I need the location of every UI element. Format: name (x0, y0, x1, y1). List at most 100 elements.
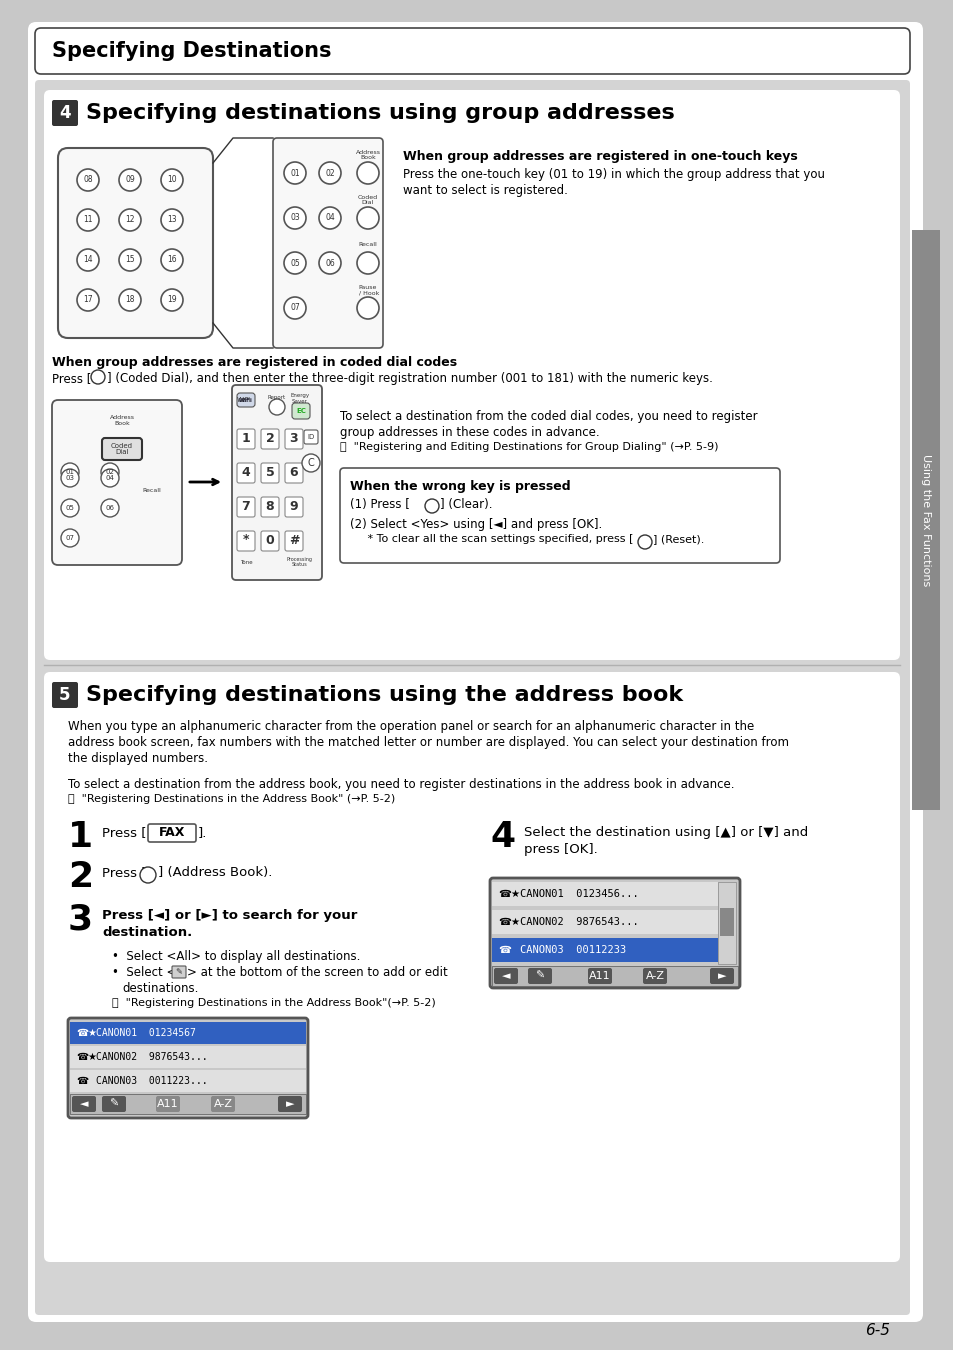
Text: destination.: destination. (102, 926, 193, 940)
Text: destinations.: destinations. (122, 981, 198, 995)
Text: When you type an alphanumeric character from the operation panel or search for a: When you type an alphanumeric character … (68, 720, 754, 733)
Text: WiFi: WiFi (236, 397, 251, 404)
Text: ⓘ  "Registering Destinations in the Address Book" (→P. 5-2): ⓘ "Registering Destinations in the Addre… (68, 794, 395, 805)
Text: 17: 17 (83, 296, 92, 305)
FancyBboxPatch shape (236, 531, 254, 551)
Circle shape (318, 252, 340, 274)
Text: 09: 09 (125, 176, 134, 185)
FancyBboxPatch shape (339, 468, 780, 563)
Bar (70, 1094, 306, 1114)
FancyBboxPatch shape (642, 968, 666, 984)
Circle shape (356, 297, 378, 319)
FancyBboxPatch shape (172, 967, 186, 977)
FancyBboxPatch shape (277, 1096, 302, 1112)
Text: Energy
Saver: Energy Saver (290, 393, 309, 404)
Text: 05: 05 (290, 258, 299, 267)
Text: FAX: FAX (158, 826, 185, 840)
Circle shape (638, 535, 651, 549)
Text: 13: 13 (167, 216, 176, 224)
Text: want to select is registered.: want to select is registered. (402, 184, 567, 197)
Text: 5: 5 (59, 686, 71, 703)
Text: > at the bottom of the screen to add or edit: > at the bottom of the screen to add or … (187, 967, 447, 979)
FancyBboxPatch shape (28, 22, 923, 1322)
Text: Address
Book: Address Book (355, 150, 380, 161)
Text: 01: 01 (66, 468, 74, 475)
FancyBboxPatch shape (35, 28, 909, 74)
Circle shape (119, 248, 141, 271)
Circle shape (101, 500, 119, 517)
Text: 4: 4 (241, 466, 250, 478)
Circle shape (302, 454, 319, 472)
Text: Processing
Status: Processing Status (287, 556, 313, 567)
Text: 5: 5 (265, 466, 274, 478)
Text: 0: 0 (265, 533, 274, 547)
Text: 08: 08 (83, 176, 92, 185)
Text: Using the Fax Functions: Using the Fax Functions (920, 454, 930, 586)
Text: 2: 2 (68, 860, 93, 894)
Text: 11: 11 (83, 216, 92, 224)
Text: 1: 1 (68, 819, 93, 855)
Text: 19: 19 (167, 296, 176, 305)
Text: 10: 10 (167, 176, 176, 185)
Text: Specifying destinations using group addresses: Specifying destinations using group addr… (86, 103, 674, 123)
FancyBboxPatch shape (102, 1096, 126, 1112)
Text: Coded
Dial: Coded Dial (111, 443, 132, 455)
Text: 8: 8 (265, 500, 274, 513)
Circle shape (61, 529, 79, 547)
FancyBboxPatch shape (52, 682, 78, 707)
Text: •  Select <All> to display all destinations.: • Select <All> to display all destinatio… (112, 950, 360, 963)
Text: 18: 18 (125, 296, 134, 305)
Text: •  Select <: • Select < (112, 967, 176, 979)
FancyBboxPatch shape (285, 463, 303, 483)
Bar (911, 230, 939, 810)
Text: Pause
 / Hook: Pause / Hook (356, 285, 378, 296)
Text: (2) Select <Yes> using [◄] and press [OK].: (2) Select <Yes> using [◄] and press [OK… (350, 518, 601, 531)
FancyBboxPatch shape (236, 393, 254, 406)
Text: Specifying destinations using the address book: Specifying destinations using the addres… (86, 684, 682, 705)
Text: Address
Book: Address Book (110, 414, 134, 425)
Circle shape (356, 207, 378, 230)
FancyBboxPatch shape (285, 497, 303, 517)
FancyBboxPatch shape (58, 148, 213, 338)
Text: 4: 4 (490, 819, 515, 855)
Text: CANON02  9876543...: CANON02 9876543... (96, 1052, 208, 1062)
Circle shape (77, 289, 99, 310)
FancyBboxPatch shape (236, 497, 254, 517)
Circle shape (77, 209, 99, 231)
Circle shape (161, 209, 183, 231)
Text: Report: Report (268, 396, 286, 400)
Bar (70, 1071, 306, 1092)
FancyBboxPatch shape (211, 1096, 234, 1112)
FancyBboxPatch shape (71, 1096, 96, 1112)
FancyBboxPatch shape (709, 968, 733, 984)
FancyBboxPatch shape (261, 463, 278, 483)
Text: group addresses in these codes in advance.: group addresses in these codes in advanc… (339, 427, 599, 439)
Text: ◄: ◄ (501, 971, 510, 981)
Text: 03: 03 (290, 213, 299, 223)
Circle shape (119, 209, 141, 231)
Text: ] (Address Book).: ] (Address Book). (158, 865, 273, 879)
Circle shape (140, 867, 156, 883)
Text: 04: 04 (325, 213, 335, 223)
Text: When the wrong key is pressed: When the wrong key is pressed (350, 481, 570, 493)
Circle shape (101, 468, 119, 487)
FancyBboxPatch shape (44, 672, 899, 1262)
Text: Press [: Press [ (52, 373, 91, 385)
Text: CANON03  0011223...: CANON03 0011223... (96, 1076, 208, 1085)
Circle shape (77, 248, 99, 271)
Text: A11: A11 (589, 971, 610, 981)
Circle shape (284, 297, 306, 319)
FancyBboxPatch shape (236, 429, 254, 450)
Text: ].: ]. (198, 826, 207, 838)
Text: ◄: ◄ (80, 1099, 89, 1108)
Circle shape (161, 289, 183, 310)
Text: CANON03  00112233: CANON03 00112233 (519, 945, 625, 954)
Text: A-Z: A-Z (645, 971, 664, 981)
Circle shape (318, 162, 340, 184)
FancyBboxPatch shape (261, 429, 278, 450)
Text: 16: 16 (167, 255, 176, 265)
FancyBboxPatch shape (52, 100, 78, 126)
Text: 6-5: 6-5 (864, 1323, 889, 1338)
Text: 05: 05 (66, 505, 74, 512)
Text: 04: 04 (106, 475, 114, 481)
